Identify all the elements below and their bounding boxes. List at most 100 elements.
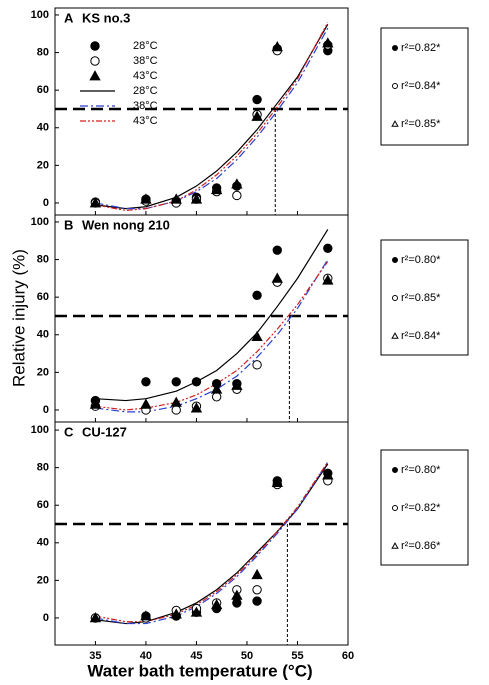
r2-label: r²=0.85* [401, 292, 441, 304]
r2-label: r²=0.84* [401, 80, 441, 92]
point [252, 585, 262, 595]
legend-label: 28°C [133, 40, 158, 52]
y-axis-label: Relative injury (%) [9, 249, 28, 387]
point [170, 396, 182, 407]
point [170, 608, 182, 619]
point [322, 469, 334, 480]
x-tick-label: 40 [140, 650, 152, 662]
r2-label: r²=0.80* [401, 464, 441, 476]
y-tick-label: 0 [43, 612, 49, 624]
point [323, 243, 333, 253]
plot-frame [54, 7, 349, 216]
point [252, 596, 262, 606]
point [90, 41, 100, 51]
r2-box [380, 449, 469, 566]
point [140, 398, 152, 409]
point [252, 360, 262, 370]
point [231, 589, 243, 600]
y-tick-label: 100 [31, 216, 49, 228]
x-tick-label: 55 [291, 650, 303, 662]
point [171, 377, 181, 387]
point [391, 120, 399, 127]
point [271, 272, 283, 283]
fit-curve [95, 461, 329, 625]
plot-frame [54, 421, 349, 646]
point [89, 70, 101, 81]
legend-label: 43°C [133, 70, 158, 82]
fit-curve [95, 259, 329, 413]
point [211, 392, 222, 402]
y-tick-label: 0 [43, 404, 49, 416]
point [391, 332, 399, 339]
r2-box [380, 27, 469, 146]
x-axis-label: Water bath temperature (°C) [87, 661, 312, 680]
point [89, 612, 102, 623]
point [391, 542, 399, 549]
fit-curve [95, 229, 329, 402]
point [171, 405, 181, 415]
y-tick-label: 60 [37, 84, 49, 96]
x-tick-label: 45 [190, 650, 202, 662]
y-tick-label: 60 [37, 499, 49, 511]
point [251, 330, 263, 342]
point [272, 245, 282, 255]
point [89, 197, 102, 208]
y-tick-label: 80 [37, 253, 49, 265]
point [140, 610, 152, 621]
legend-label: 43°C [133, 115, 158, 127]
point [210, 598, 223, 610]
point [190, 402, 203, 413]
point [271, 41, 283, 52]
point [252, 290, 262, 300]
r2-label: r²=0.80* [401, 254, 441, 266]
point [392, 467, 398, 473]
r2-label: r²=0.86* [401, 540, 441, 552]
point [231, 178, 243, 189]
y-tick-label: 100 [31, 9, 49, 21]
y-tick-label: 100 [31, 424, 49, 436]
point [392, 83, 398, 89]
panel-letter: A [64, 10, 74, 25]
point [252, 94, 262, 105]
y-tick-label: 40 [37, 329, 49, 341]
y-tick-label: 80 [37, 462, 49, 474]
panel-letter: C [64, 424, 74, 439]
legend-label: 28°C [133, 85, 158, 97]
y-tick-label: 80 [37, 46, 49, 58]
x-tick-label: 50 [241, 650, 253, 662]
point [89, 398, 102, 409]
point [392, 45, 398, 51]
point [231, 379, 243, 390]
point [190, 606, 203, 617]
point [90, 56, 100, 66]
point [210, 383, 223, 394]
point [322, 37, 334, 48]
point [392, 295, 398, 301]
y-tick-label: 40 [37, 122, 49, 134]
y-tick-label: 20 [37, 574, 49, 586]
legend-label: 38°C [133, 55, 158, 67]
point [322, 274, 334, 285]
panel-letter: B [64, 217, 73, 232]
point [190, 193, 203, 204]
fit-curve [95, 24, 329, 210]
point [251, 568, 263, 580]
panel-title: CU-127 [82, 424, 127, 439]
legend-label: 38°C [133, 100, 158, 112]
point [191, 377, 202, 387]
y-tick-label: 20 [37, 159, 49, 171]
r2-label: r²=0.82* [401, 42, 441, 54]
y-tick-label: 0 [43, 197, 49, 209]
point [251, 110, 263, 121]
y-tick-label: 20 [37, 366, 49, 378]
fit-curve [95, 461, 329, 623]
y-tick-label: 40 [37, 537, 49, 549]
fit-curve [95, 22, 329, 212]
x-tick-label: 60 [342, 650, 354, 662]
x-tick-label: 35 [89, 650, 101, 662]
point [232, 190, 242, 201]
r2-label: r²=0.82* [401, 502, 441, 514]
panel-title: Wen nong 210 [82, 217, 170, 232]
point [392, 257, 398, 263]
